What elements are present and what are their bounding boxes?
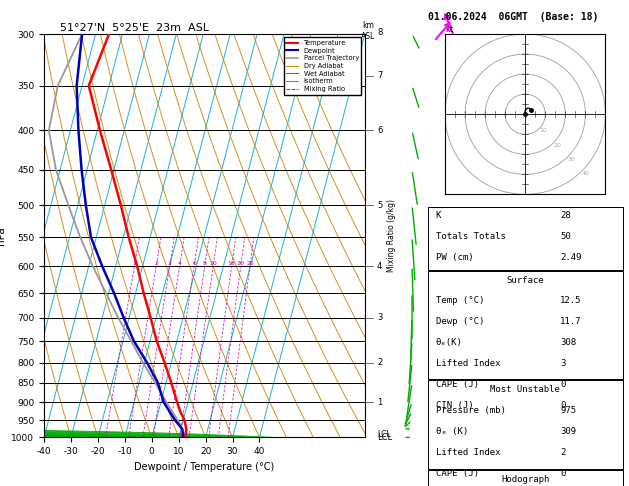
Text: 4: 4 — [377, 262, 382, 271]
FancyBboxPatch shape — [428, 207, 623, 270]
Text: 1: 1 — [377, 398, 382, 407]
Text: LCL: LCL — [377, 433, 392, 442]
Text: 1: 1 — [133, 261, 136, 266]
Text: Most Unstable: Most Unstable — [490, 385, 560, 394]
Text: 2: 2 — [154, 261, 158, 266]
Text: θₑ(K): θₑ(K) — [435, 338, 462, 347]
Text: 20: 20 — [554, 142, 562, 148]
Y-axis label: hPa: hPa — [0, 226, 6, 245]
Text: CIN (J): CIN (J) — [435, 401, 473, 410]
Text: K: K — [435, 211, 441, 221]
Text: 7: 7 — [377, 71, 382, 81]
FancyBboxPatch shape — [428, 271, 623, 379]
Text: Totals Totals: Totals Totals — [435, 232, 505, 242]
Text: 0: 0 — [560, 469, 565, 478]
Text: 5: 5 — [377, 201, 382, 209]
Text: 20: 20 — [237, 261, 245, 266]
Text: Mixing Ratio (g/kg): Mixing Ratio (g/kg) — [387, 199, 396, 272]
Text: Lifted Index: Lifted Index — [435, 359, 500, 368]
Text: 10: 10 — [209, 261, 217, 266]
Text: 0: 0 — [560, 401, 565, 410]
Text: 01.06.2024  06GMT  (Base: 18): 01.06.2024 06GMT (Base: 18) — [428, 12, 598, 22]
FancyBboxPatch shape — [428, 380, 623, 469]
Text: Pressure (mb): Pressure (mb) — [435, 406, 505, 415]
X-axis label: Dewpoint / Temperature (°C): Dewpoint / Temperature (°C) — [135, 462, 274, 472]
Text: LCL: LCL — [377, 430, 391, 438]
Text: 2: 2 — [377, 358, 382, 367]
Text: Dewp (°C): Dewp (°C) — [435, 317, 484, 327]
FancyBboxPatch shape — [428, 470, 623, 486]
Text: 8: 8 — [377, 28, 382, 37]
Text: CAPE (J): CAPE (J) — [435, 469, 479, 478]
Text: 50: 50 — [560, 232, 571, 242]
Text: 3: 3 — [560, 359, 565, 368]
Text: 3: 3 — [377, 313, 382, 322]
Text: 11.7: 11.7 — [560, 317, 582, 327]
Text: 2.49: 2.49 — [560, 253, 582, 262]
Legend: Temperature, Dewpoint, Parcel Trajectory, Dry Adiabat, Wet Adiabat, Isotherm, Mi: Temperature, Dewpoint, Parcel Trajectory… — [284, 37, 362, 95]
Text: CAPE (J): CAPE (J) — [435, 380, 479, 389]
Text: 309: 309 — [560, 427, 576, 436]
Text: Temp (°C): Temp (°C) — [435, 296, 484, 306]
Text: 8: 8 — [203, 261, 207, 266]
Text: 6: 6 — [377, 126, 382, 135]
Text: 30: 30 — [568, 156, 576, 162]
Text: 28: 28 — [560, 211, 571, 221]
Text: 12.5: 12.5 — [560, 296, 582, 306]
Text: 4: 4 — [177, 261, 182, 266]
Text: km
ASL: km ASL — [361, 21, 376, 41]
Text: 308: 308 — [560, 338, 576, 347]
Text: θₑ (K): θₑ (K) — [435, 427, 468, 436]
Text: PW (cm): PW (cm) — [435, 253, 473, 262]
Text: Hodograph: Hodograph — [501, 475, 549, 484]
Text: Surface: Surface — [506, 276, 544, 285]
Text: kt: kt — [445, 25, 453, 34]
Text: 25: 25 — [246, 261, 254, 266]
Text: 10: 10 — [540, 128, 547, 133]
Text: 975: 975 — [560, 406, 576, 415]
Text: Lifted Index: Lifted Index — [435, 448, 500, 457]
Text: 0: 0 — [560, 380, 565, 389]
Text: 40: 40 — [582, 171, 590, 176]
Text: 3: 3 — [168, 261, 172, 266]
Text: 6: 6 — [192, 261, 196, 266]
Text: 16: 16 — [228, 261, 235, 266]
Text: 51°27'N  5°25'E  23m  ASL: 51°27'N 5°25'E 23m ASL — [60, 23, 209, 33]
Text: 2: 2 — [560, 448, 565, 457]
